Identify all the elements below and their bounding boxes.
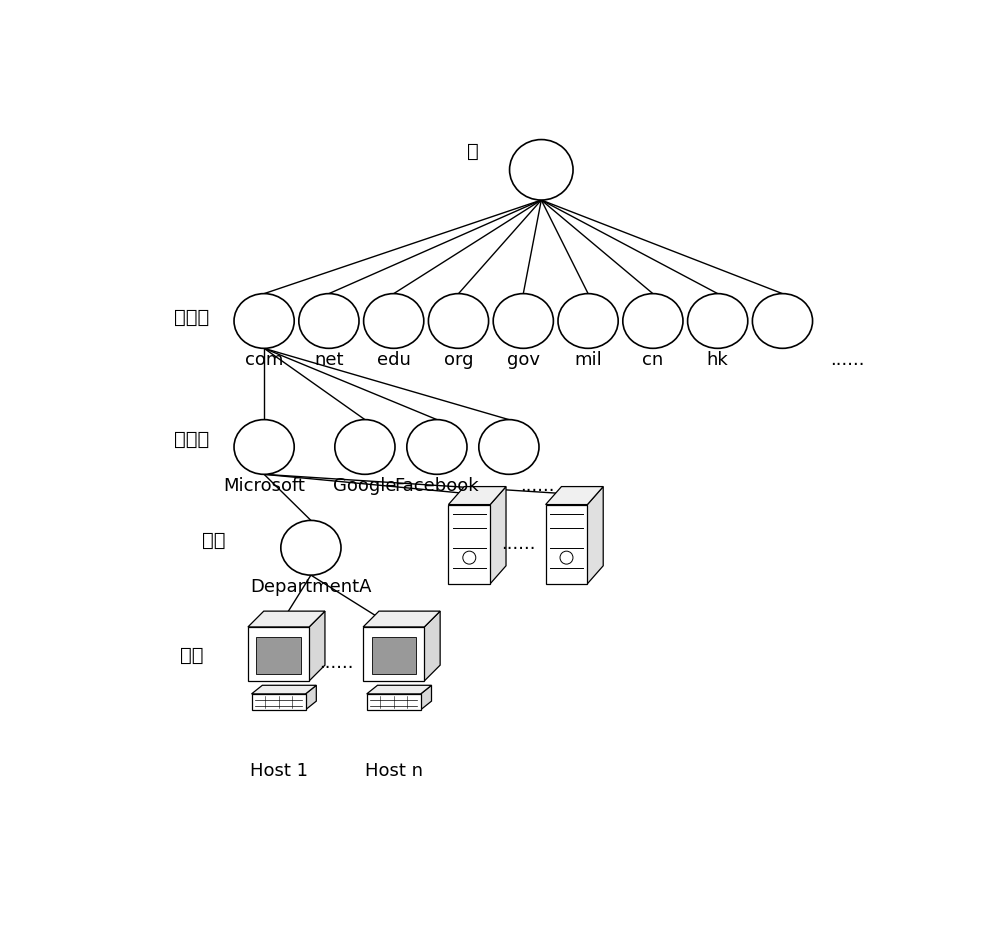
- Polygon shape: [546, 505, 587, 583]
- Ellipse shape: [407, 420, 467, 474]
- Text: org: org: [444, 351, 473, 369]
- Circle shape: [560, 551, 573, 564]
- Ellipse shape: [234, 420, 294, 474]
- Text: mil: mil: [574, 351, 602, 369]
- Ellipse shape: [493, 294, 553, 349]
- Text: ......: ......: [501, 535, 536, 554]
- Text: Google: Google: [333, 477, 397, 495]
- Text: Host 1: Host 1: [250, 762, 308, 780]
- Ellipse shape: [752, 294, 813, 349]
- Text: 顶级域: 顶级域: [174, 308, 210, 327]
- Polygon shape: [248, 627, 309, 681]
- Text: 子域: 子域: [202, 531, 225, 550]
- Text: Facebook: Facebook: [395, 477, 479, 495]
- Ellipse shape: [558, 294, 618, 349]
- Ellipse shape: [299, 294, 359, 349]
- Text: ......: ......: [830, 351, 865, 369]
- Polygon shape: [490, 486, 506, 583]
- Polygon shape: [309, 611, 325, 681]
- Polygon shape: [448, 486, 506, 505]
- Polygon shape: [367, 694, 421, 710]
- Text: Microsoft: Microsoft: [223, 477, 305, 495]
- Ellipse shape: [335, 420, 395, 474]
- Polygon shape: [424, 611, 440, 681]
- Text: 二级域: 二级域: [174, 430, 210, 450]
- Ellipse shape: [234, 294, 294, 349]
- Ellipse shape: [479, 420, 539, 474]
- Polygon shape: [587, 486, 603, 583]
- Polygon shape: [306, 685, 316, 710]
- Ellipse shape: [364, 294, 424, 349]
- Ellipse shape: [428, 294, 489, 349]
- Circle shape: [463, 551, 476, 564]
- Text: edu: edu: [377, 351, 411, 369]
- Polygon shape: [363, 611, 440, 627]
- Text: com: com: [245, 351, 283, 369]
- Text: Host n: Host n: [365, 762, 423, 780]
- Ellipse shape: [623, 294, 683, 349]
- Text: cn: cn: [642, 351, 664, 369]
- Text: 根: 根: [467, 142, 479, 162]
- Polygon shape: [372, 638, 416, 674]
- Polygon shape: [252, 685, 316, 694]
- Text: 主机: 主机: [180, 646, 204, 666]
- Text: hk: hk: [707, 351, 729, 369]
- Polygon shape: [252, 694, 306, 710]
- Text: DepartmentA: DepartmentA: [250, 578, 372, 596]
- Text: ......: ......: [319, 654, 353, 672]
- Ellipse shape: [688, 294, 748, 349]
- Text: ......: ......: [520, 477, 555, 495]
- Polygon shape: [448, 505, 490, 583]
- Ellipse shape: [281, 521, 341, 575]
- Polygon shape: [546, 486, 603, 505]
- Polygon shape: [421, 685, 432, 710]
- Polygon shape: [363, 627, 424, 681]
- Polygon shape: [256, 638, 301, 674]
- Ellipse shape: [510, 139, 573, 200]
- Polygon shape: [367, 685, 432, 694]
- Text: gov: gov: [507, 351, 540, 369]
- Text: net: net: [314, 351, 344, 369]
- Polygon shape: [248, 611, 325, 627]
